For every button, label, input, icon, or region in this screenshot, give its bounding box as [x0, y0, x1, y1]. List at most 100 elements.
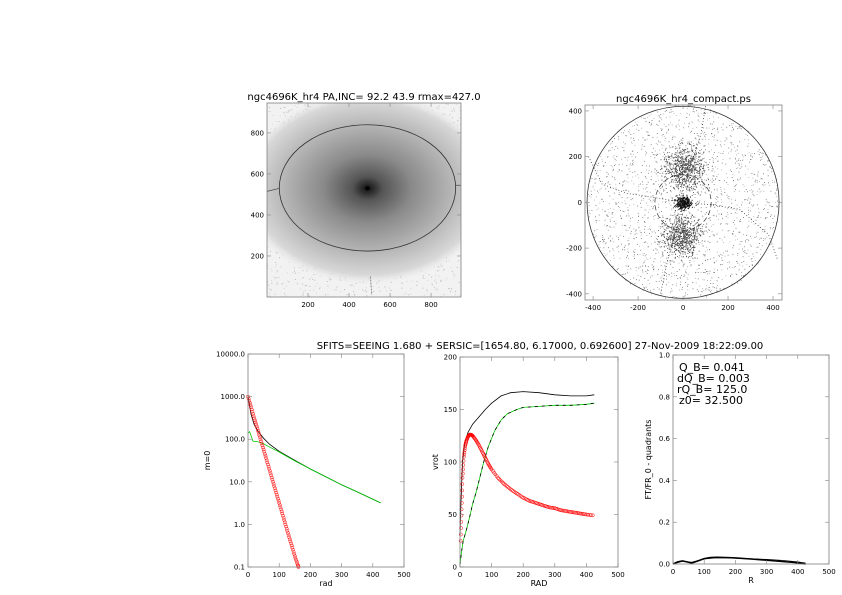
scatter-point [622, 184, 624, 186]
scatter-point [681, 142, 683, 144]
scatter-point [666, 192, 668, 194]
noise-pixel [275, 262, 277, 264]
scatter-point [724, 192, 726, 193]
scatter-point [767, 169, 769, 171]
scatter-point [696, 226, 697, 228]
scatter-point [608, 247, 609, 249]
noise-pixel [271, 280, 272, 282]
scatter-point [602, 180, 603, 182]
scatter-point [646, 257, 647, 259]
scatter-point [687, 155, 689, 156]
scatter-point [681, 172, 683, 174]
scatter-point [696, 143, 697, 145]
scatter-point [684, 199, 686, 201]
scatter-point [680, 242, 682, 244]
scatter-point [691, 146, 692, 148]
scatter-point [693, 247, 695, 248]
scatter-point [681, 162, 683, 164]
scatter-point [670, 245, 672, 246]
scatter-point [675, 199, 677, 201]
scatter-point [686, 199, 688, 201]
scatter-point [699, 233, 700, 235]
scatter-point [663, 181, 665, 183]
noise-pixel [271, 282, 273, 284]
scatter-point [627, 197, 629, 198]
scatter-point [687, 249, 689, 251]
scatter-point [590, 190, 592, 192]
scatter-point [727, 208, 729, 210]
scatter-point [695, 271, 697, 273]
scatter-point [751, 221, 752, 223]
scatter-point [718, 254, 719, 256]
scatter-point [739, 206, 740, 208]
scatter-point [771, 168, 773, 170]
scatter-point [635, 237, 637, 238]
noise-pixel [297, 103, 299, 105]
scatter-point [693, 231, 694, 233]
noise-pixel [426, 290, 428, 292]
scatter-point [701, 131, 703, 133]
scatter-point [734, 150, 736, 152]
scatter-point [670, 111, 672, 113]
scatter-point [766, 201, 768, 203]
scatter-point [661, 119, 662, 121]
scatter-point [741, 241, 743, 242]
scatter-point [627, 210, 629, 211]
scatter-point [670, 171, 672, 173]
scatter-point [694, 277, 696, 279]
scatter-point [626, 174, 628, 176]
scatter-point [687, 105, 689, 107]
scatter-point [734, 199, 736, 201]
scatter-point [684, 151, 685, 153]
scatter-point [681, 157, 683, 159]
scatter-point [702, 173, 703, 175]
scatter-point [694, 154, 695, 155]
scatter-point [603, 165, 605, 166]
scatter-point [691, 252, 693, 254]
scatter-point [716, 251, 718, 253]
scatter-point [716, 241, 718, 243]
scatter-point [698, 202, 700, 204]
scatter-point [676, 173, 677, 175]
scatter-point [700, 211, 702, 212]
scatter-point [657, 111, 659, 113]
scatter-point [688, 187, 690, 189]
noise-pixel [340, 291, 342, 293]
scatter-point [704, 279, 705, 281]
scatter-point [687, 173, 689, 175]
scatter-point [671, 234, 672, 236]
scatter-point [642, 200, 644, 202]
scatter-point [763, 231, 765, 233]
noise-pixel [410, 288, 412, 290]
scatter-point [751, 192, 753, 193]
noise-pixel [438, 270, 440, 272]
scatter-point [621, 218, 622, 220]
scatter-point [732, 208, 734, 210]
scatter-point [682, 213, 683, 214]
scatter-point [689, 237, 690, 239]
scatter-point [683, 178, 685, 180]
scatter-point [739, 241, 741, 243]
scatter-point [699, 166, 701, 168]
scatter-point [698, 139, 700, 141]
scatter-point [698, 218, 700, 220]
scatter-point [679, 208, 681, 210]
scatter-point [740, 177, 742, 179]
scatter-point [699, 173, 700, 174]
scatter-point [683, 242, 685, 244]
scatter-point [705, 250, 706, 252]
noise-pixel [457, 260, 459, 262]
scatter-point [693, 229, 694, 231]
noise-pixel [327, 294, 329, 296]
scatter-point [594, 199, 595, 201]
scatter-point [693, 246, 695, 248]
scatter-point [679, 173, 680, 175]
scatter-point [696, 253, 698, 255]
scatter-point [614, 177, 616, 179]
scatter-point [736, 261, 737, 263]
scatter-point [665, 147, 667, 149]
scatter-point [657, 238, 658, 240]
scatter-point [776, 188, 778, 190]
scatter-point [677, 221, 679, 222]
scatter-point [624, 224, 625, 226]
